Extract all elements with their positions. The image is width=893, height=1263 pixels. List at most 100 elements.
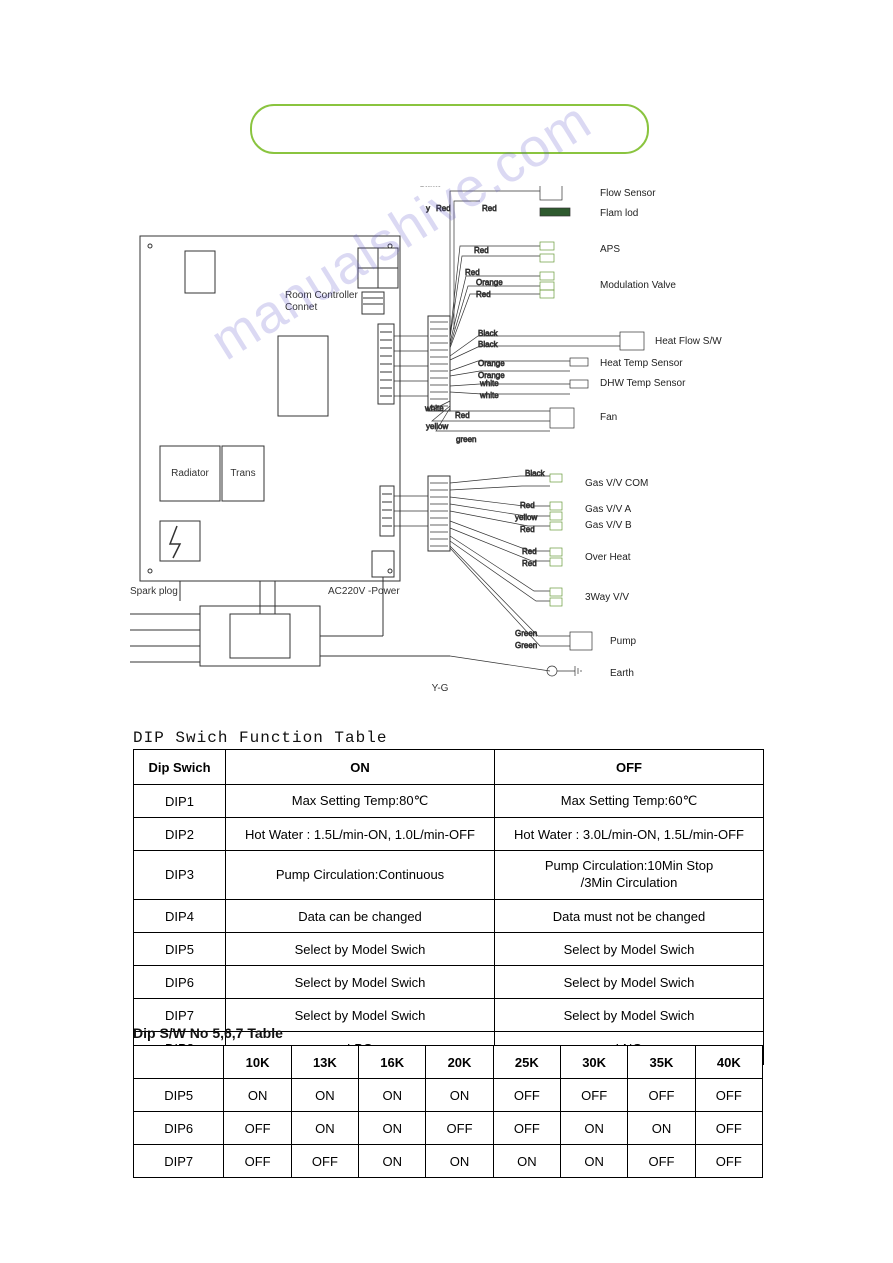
- cell: ON: [426, 1079, 493, 1112]
- conn-aps: APS: [600, 244, 620, 255]
- cell: ON: [628, 1112, 695, 1145]
- table-row: DIP7 OFF OFF ON ON ON ON OFF OFF: [134, 1145, 763, 1178]
- cell: OFF: [291, 1145, 358, 1178]
- cell: Select by Model Swich: [495, 966, 764, 999]
- room-controller-sub: Connet: [285, 302, 317, 313]
- svg-text:Black: Black: [420, 186, 441, 188]
- trans-label: Trans: [230, 468, 255, 479]
- svg-text:y: y: [426, 204, 430, 213]
- title-pill: [250, 104, 649, 154]
- cell: Select by Model Swich: [495, 999, 764, 1032]
- conn-heat-flow-sw: Heat Flow S/W: [655, 336, 722, 347]
- cell: Select by Model Swich: [495, 933, 764, 966]
- cell: [134, 1046, 224, 1079]
- cell: OFF: [426, 1112, 493, 1145]
- cell: DIP6: [134, 1112, 224, 1145]
- dip-switch-function-table: Dip Swich ON OFF DIP1 Max Setting Temp:8…: [133, 749, 764, 1065]
- cell: DIP3: [134, 851, 226, 900]
- svg-text:Orange: Orange: [476, 278, 503, 287]
- cell: Pump Circulation:10Min Stop/3Min Circula…: [495, 851, 764, 900]
- cell: Hot Water : 1.5L/min-ON, 1.0L/min-OFF: [226, 818, 495, 851]
- cell: ON: [291, 1079, 358, 1112]
- conn-3way-vv: 3Way V/V: [585, 592, 629, 603]
- cell: DIP5: [134, 933, 226, 966]
- cell: DIP7: [134, 1145, 224, 1178]
- svg-text:Red: Red: [455, 411, 470, 420]
- svg-text:green: green: [456, 435, 476, 444]
- table-row: DIP6 Select by Model Swich Select by Mod…: [134, 966, 764, 999]
- table-row: DIP5 ON ON ON ON OFF OFF OFF OFF: [134, 1079, 763, 1112]
- conn-fan: Fan: [600, 412, 617, 423]
- room-controller-label: Room Controller: [285, 290, 358, 301]
- svg-text:Red: Red: [520, 501, 535, 510]
- svg-text:Green: Green: [515, 629, 537, 638]
- cell: 10K: [224, 1046, 291, 1079]
- table1-h2: OFF: [495, 750, 764, 785]
- table2-title: Dip S/W No 5,6,7 Table: [133, 1025, 283, 1041]
- conn-heat-temp: Heat Temp Sensor: [600, 358, 683, 369]
- svg-text:Black: Black: [478, 340, 499, 349]
- svg-text:Red: Red: [520, 525, 535, 534]
- table-header-row: 10K 13K 16K 20K 25K 30K 35K 40K: [134, 1046, 763, 1079]
- conn-pump: Pump: [610, 636, 637, 647]
- cell: ON: [560, 1145, 627, 1178]
- table-row: DIP4 Data can be changed Data must not b…: [134, 900, 764, 933]
- svg-text:yellow: yellow: [515, 513, 537, 522]
- table1-h0: Dip Swich: [134, 750, 226, 785]
- cell: 25K: [493, 1046, 560, 1079]
- cell: Max Setting Temp:80℃: [226, 785, 495, 818]
- svg-text:Red: Red: [474, 246, 489, 255]
- table-header-row: Dip Swich ON OFF: [134, 750, 764, 785]
- conn-gas-vv-a: Gas V/V A: [585, 504, 631, 515]
- conn-flow-sensor: Flow Sensor: [600, 188, 656, 199]
- cell: ON: [426, 1145, 493, 1178]
- cell: 20K: [426, 1046, 493, 1079]
- svg-text:Black: Black: [525, 469, 546, 478]
- cell: ON: [291, 1112, 358, 1145]
- cell: OFF: [695, 1145, 762, 1178]
- cell: Hot Water : 3.0L/min-ON, 1.5L/min-OFF: [495, 818, 764, 851]
- cell: Data can be changed: [226, 900, 495, 933]
- cell: Select by Model Swich: [226, 933, 495, 966]
- conn-gas-vv-b: Gas V/V B: [585, 520, 632, 531]
- cell: Select by Model Swich: [226, 966, 495, 999]
- svg-text:Black: Black: [478, 329, 499, 338]
- table-row: DIP1 Max Setting Temp:80℃ Max Setting Te…: [134, 785, 764, 818]
- cell: 30K: [560, 1046, 627, 1079]
- cell: OFF: [224, 1112, 291, 1145]
- cell: OFF: [628, 1079, 695, 1112]
- cell: OFF: [695, 1112, 762, 1145]
- cell: 40K: [695, 1046, 762, 1079]
- svg-text:Red: Red: [476, 290, 491, 299]
- conn-over-heat: Over Heat: [585, 552, 631, 563]
- yg-label: Y-G: [432, 683, 449, 694]
- cell: Pump Circulation:Continuous: [226, 851, 495, 900]
- table-row: DIP2 Hot Water : 1.5L/min-ON, 1.0L/min-O…: [134, 818, 764, 851]
- dip-sw-567-table: 10K 13K 16K 20K 25K 30K 35K 40K DIP5 ON …: [133, 1045, 763, 1178]
- cell: OFF: [224, 1145, 291, 1178]
- radiator-label: Radiator: [171, 468, 209, 479]
- table-row: DIP5 Select by Model Swich Select by Mod…: [134, 933, 764, 966]
- cell: Max Setting Temp:60℃: [495, 785, 764, 818]
- cell: 35K: [628, 1046, 695, 1079]
- wiring-diagram: Room Controller Connet Radiator Trans Sp…: [130, 186, 770, 696]
- cell: 13K: [291, 1046, 358, 1079]
- svg-text:Red: Red: [482, 204, 497, 213]
- svg-text:white: white: [479, 379, 499, 388]
- cell: ON: [359, 1112, 426, 1145]
- conn-earth: Earth: [610, 668, 634, 679]
- cell: Data must not be changed: [495, 900, 764, 933]
- svg-text:Red: Red: [465, 268, 480, 277]
- cell: OFF: [628, 1145, 695, 1178]
- svg-text:Red: Red: [522, 547, 537, 556]
- cell: DIP2: [134, 818, 226, 851]
- conn-modulation-valve: Modulation Valve: [600, 280, 676, 291]
- cell: ON: [560, 1112, 627, 1145]
- svg-text:white: white: [424, 404, 444, 413]
- cell: ON: [359, 1145, 426, 1178]
- svg-text:Green: Green: [515, 641, 537, 650]
- table-row: DIP6 OFF ON ON OFF OFF ON ON OFF: [134, 1112, 763, 1145]
- conn-gas-vv-com: Gas V/V COM: [585, 478, 648, 489]
- cell: ON: [224, 1079, 291, 1112]
- svg-text:Red: Red: [436, 204, 451, 213]
